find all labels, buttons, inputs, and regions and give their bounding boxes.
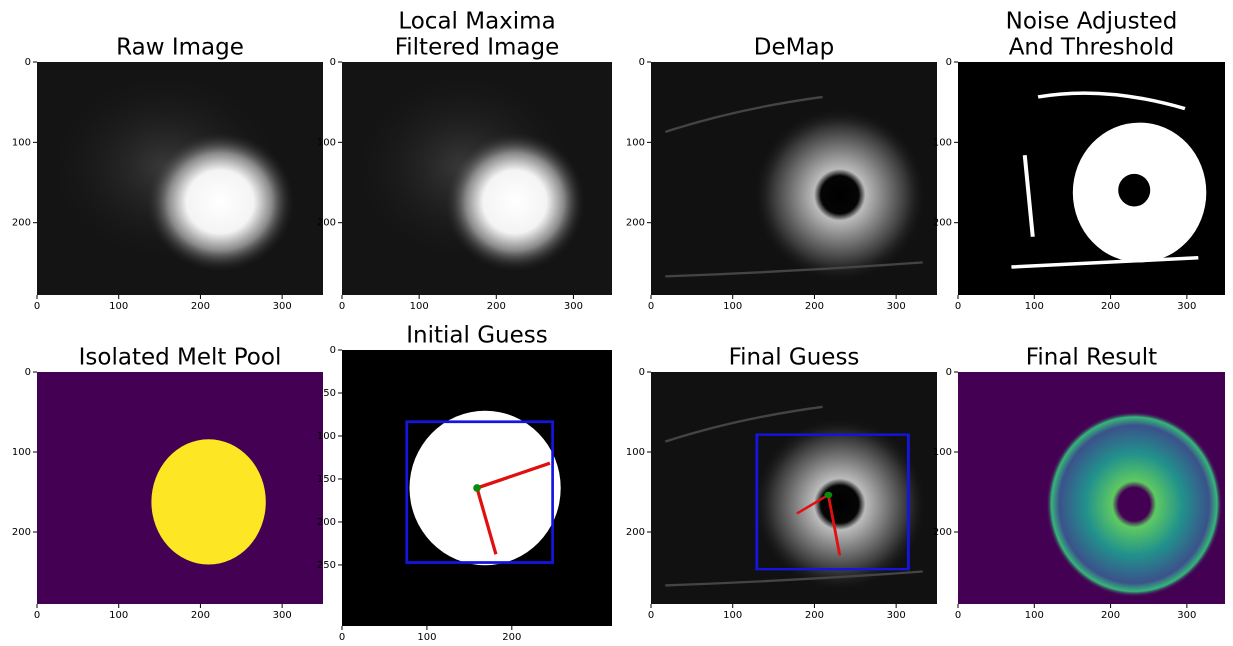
x-tick-label: 0: [955, 610, 961, 621]
pool: [410, 411, 561, 566]
x-tick-label: 0: [339, 632, 345, 642]
y-tick-label: 100: [933, 137, 952, 148]
panel-title: Isolated Melt Pool: [79, 345, 282, 371]
panel-image: [958, 372, 1225, 604]
x-tick-label: 300: [564, 301, 583, 312]
x-tick-label: 200: [191, 610, 210, 621]
x-tick-label: 100: [1025, 610, 1044, 621]
x-tick-label: 300: [273, 301, 292, 312]
figure: 0 100 200 300 0 100 200 Raw Image 0 100 200 300 0 100…: [0, 0, 1233, 642]
pool: [151, 439, 265, 564]
x-tick-label: 100: [410, 301, 429, 312]
x-tick-label: 200: [502, 632, 521, 642]
y-tick-label: 0: [946, 367, 952, 378]
panel-image: [37, 62, 323, 295]
x-tick-label: 200: [805, 610, 824, 621]
y-tick-label: 250: [317, 560, 336, 571]
y-tick-label: 0: [639, 57, 645, 68]
x-tick-label: 200: [1101, 610, 1120, 621]
panel-title: DeMap: [754, 35, 834, 61]
x-tick-label: 100: [109, 610, 128, 621]
y-tick-label: 50: [323, 388, 336, 399]
y-tick-label: 0: [330, 345, 336, 356]
y-tick-label: 0: [330, 57, 336, 68]
x-tick-label: 100: [417, 632, 436, 642]
y-tick-label: 200: [933, 218, 952, 229]
y-tick-label: 0: [25, 367, 31, 378]
x-tick-label: 200: [1101, 301, 1120, 312]
panel-title: Final Guess: [729, 345, 860, 371]
glow: [146, 132, 295, 272]
y-tick-label: 100: [626, 137, 645, 148]
panel-image: [342, 350, 612, 626]
y-tick-label: 200: [933, 527, 952, 538]
y-tick-label: 200: [626, 218, 645, 229]
panel-image: [651, 62, 937, 295]
y-tick-label: 100: [12, 137, 31, 148]
panel-title: Noise Adjusted: [1006, 9, 1178, 35]
x-tick-label: 300: [887, 610, 906, 621]
center: [824, 492, 832, 498]
y-tick-label: 200: [12, 527, 31, 538]
x-tick-label: 0: [955, 301, 961, 312]
panel-title: Local Maxima: [398, 9, 555, 35]
y-tick-label: 150: [317, 474, 336, 485]
panel-title: Final Result: [1026, 345, 1157, 371]
x-tick-label: 200: [805, 301, 824, 312]
panel-title: Initial Guess: [406, 323, 547, 349]
ring: [754, 109, 926, 281]
result: [1046, 411, 1222, 597]
x-tick-label: 200: [191, 301, 210, 312]
y-tick-label: 200: [317, 517, 336, 528]
y-tick-label: 0: [639, 367, 645, 378]
y-tick-label: 100: [12, 447, 31, 458]
hole: [1118, 174, 1150, 207]
center: [473, 484, 481, 492]
x-tick-label: 100: [723, 301, 742, 312]
y-tick-label: 200: [626, 527, 645, 538]
x-tick-label: 300: [1177, 301, 1196, 312]
x-tick-label: 0: [648, 610, 654, 621]
ring: [754, 418, 926, 590]
x-tick-label: 200: [487, 301, 506, 312]
x-tick-label: 300: [273, 610, 292, 621]
panel-title: Raw Image: [116, 35, 244, 61]
y-tick-label: 200: [317, 218, 336, 229]
x-tick-label: 0: [339, 301, 345, 312]
x-tick-label: 300: [887, 301, 906, 312]
panel-title: And Threshold: [1009, 35, 1175, 61]
x-tick-label: 0: [34, 610, 40, 621]
panel-image: [651, 372, 937, 604]
panel-image: [342, 62, 612, 295]
x-tick-label: 100: [723, 610, 742, 621]
y-tick-label: 0: [25, 57, 31, 68]
y-tick-label: 100: [933, 447, 952, 458]
x-tick-label: 0: [34, 301, 40, 312]
x-tick-label: 100: [109, 301, 128, 312]
y-tick-label: 100: [626, 447, 645, 458]
x-tick-label: 100: [1025, 301, 1044, 312]
panel-image: [958, 62, 1225, 295]
panel-image: [37, 372, 323, 604]
x-tick-label: 300: [1177, 610, 1196, 621]
y-tick-label: 0: [946, 57, 952, 68]
x-tick-label: 0: [648, 301, 654, 312]
y-tick-label: 200: [12, 218, 31, 229]
glow: [445, 132, 585, 272]
y-tick-label: 100: [317, 431, 336, 442]
panel-title: Filtered Image: [395, 35, 560, 61]
y-tick-label: 100: [317, 137, 336, 148]
